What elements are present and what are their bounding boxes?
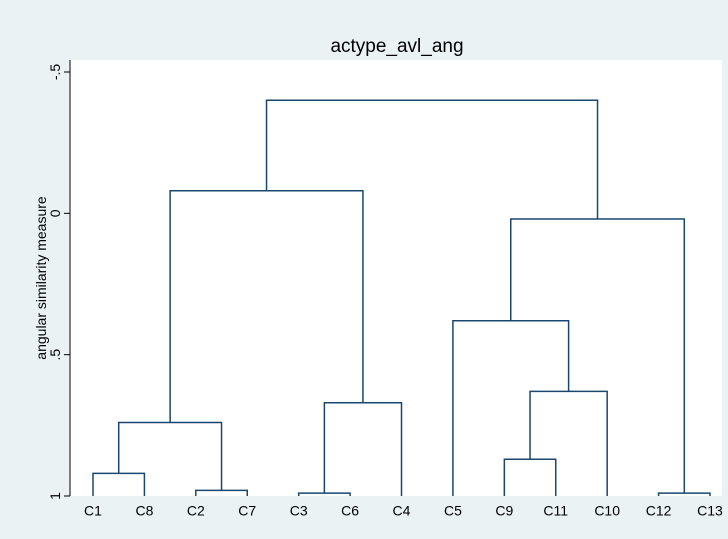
dendrogram-link bbox=[510, 218, 686, 494]
x-tick-label: C9 bbox=[495, 503, 513, 519]
y-tick-label: -.5 bbox=[47, 64, 63, 81]
x-tick-label: C3 bbox=[290, 503, 308, 519]
x-tick-label: C1 bbox=[84, 503, 102, 519]
x-tick-label: C11 bbox=[543, 503, 568, 519]
y-tick-label: 0 bbox=[47, 209, 63, 217]
x-tick-label: C6 bbox=[341, 503, 359, 519]
plot-area bbox=[70, 60, 722, 496]
x-tick-label: C2 bbox=[187, 503, 205, 519]
y-tick-label: .5 bbox=[47, 349, 63, 361]
x-tick-label: C13 bbox=[697, 503, 723, 519]
x-tick-label: C4 bbox=[393, 503, 411, 519]
y-tick-label: 1 bbox=[47, 492, 63, 500]
y-axis-title: angular similarity measure bbox=[33, 196, 49, 360]
x-tick-label: C5 bbox=[444, 503, 462, 519]
x-tick-label: C8 bbox=[135, 503, 153, 519]
dendrogram-link bbox=[92, 472, 146, 496]
x-tick-label: C12 bbox=[646, 503, 672, 519]
dendrogram-link bbox=[265, 99, 599, 219]
x-tick-label: C10 bbox=[594, 503, 620, 519]
dendrogram-link bbox=[117, 421, 223, 491]
x-tick-label: C7 bbox=[238, 503, 256, 519]
dendrogram-link bbox=[452, 319, 570, 496]
chart-title: actype_avl_ang bbox=[330, 36, 463, 57]
dendrogram-link bbox=[195, 489, 248, 496]
